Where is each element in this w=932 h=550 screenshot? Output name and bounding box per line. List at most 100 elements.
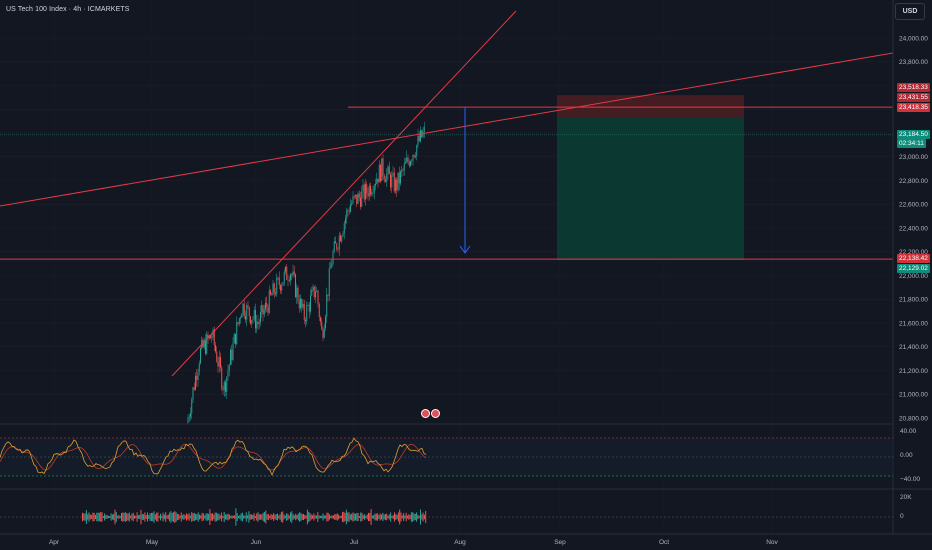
volume-bar <box>130 515 132 519</box>
volume-bar <box>182 515 184 519</box>
candle-body <box>408 161 410 166</box>
symbol-title[interactable]: US Tech 100 Index · 4h · ICMARKETS <box>6 6 130 13</box>
volume-bar <box>87 514 89 520</box>
volume-bar <box>141 514 143 520</box>
candle-body <box>255 310 256 329</box>
volume-bar <box>296 514 298 520</box>
volume-bar <box>312 515 314 519</box>
volume-bar <box>98 512 100 522</box>
volume-bar <box>196 514 198 520</box>
volume-bar <box>144 512 146 522</box>
volume-bar <box>313 513 315 521</box>
volume-bar <box>145 515 147 519</box>
wide-trendline[interactable] <box>0 52 894 207</box>
position-level-tag: 23,431.55 <box>897 93 930 102</box>
candle-body <box>243 303 245 317</box>
volume-bar <box>174 511 176 523</box>
volume-bar <box>97 512 99 522</box>
stop-loss-zone[interactable] <box>557 95 744 118</box>
volume-pane[interactable] <box>0 508 893 526</box>
volume-bar <box>102 515 104 519</box>
candle-body <box>252 318 254 321</box>
candle-body <box>223 382 225 390</box>
candle-body <box>280 285 281 291</box>
volume-bar <box>371 515 373 519</box>
volume-bar <box>384 514 386 520</box>
take-profit-zone[interactable] <box>557 117 744 261</box>
candle-body <box>195 375 196 390</box>
volume-bar <box>420 509 421 525</box>
countdown-tag: 02:34:11 <box>897 139 926 148</box>
price-tick-label: 24,000.00 <box>899 35 928 42</box>
time-label: Jul <box>350 539 359 546</box>
candle-body <box>247 305 249 308</box>
volume-bar <box>378 515 380 519</box>
oscillator-pane[interactable] <box>0 437 893 477</box>
time-axis[interactable]: Apr May Jun Jul Aug Sep Oct Nov <box>49 539 779 546</box>
candle-body <box>391 175 393 188</box>
volume-bar <box>381 514 382 520</box>
volume-bar <box>353 513 355 521</box>
volume-bar <box>257 512 259 522</box>
volume-bar <box>352 512 354 522</box>
candle-body <box>392 172 394 176</box>
volume-bar <box>399 509 401 525</box>
candle-body <box>217 361 219 367</box>
volume-bar <box>375 513 377 521</box>
volume-level-upper: 20K <box>900 494 912 501</box>
candle-body <box>403 163 405 171</box>
volume-bar <box>123 512 125 522</box>
candle-body <box>387 166 389 174</box>
volume-bar <box>249 514 251 520</box>
volume-bar <box>306 509 308 525</box>
candle-body <box>288 280 290 281</box>
volume-bar <box>124 512 126 522</box>
price-tick-label: 23,800.00 <box>899 59 928 66</box>
volume-bar <box>279 514 281 520</box>
volume-bar <box>338 514 340 520</box>
volume-bar <box>217 513 219 521</box>
volume-bar <box>418 515 420 519</box>
volume-bar <box>136 512 138 522</box>
candle-body <box>370 185 371 195</box>
volume-bar <box>248 511 250 523</box>
volume-bar <box>236 513 238 521</box>
volume-bar <box>137 515 139 519</box>
volume-bar <box>303 513 304 521</box>
volume-bar <box>357 512 359 522</box>
volume-bar <box>218 513 220 521</box>
arrow-down-icon[interactable] <box>459 107 471 254</box>
price-tick-label: 21,200.00 <box>899 368 928 375</box>
volume-bar <box>122 512 124 522</box>
volume-bar <box>260 514 262 520</box>
candle-body <box>331 263 333 268</box>
volume-bar <box>364 514 366 520</box>
volume-bar <box>365 515 367 519</box>
volume-bar <box>176 513 178 521</box>
event-markers[interactable] <box>421 409 440 418</box>
candle-body <box>368 185 370 197</box>
candle-body <box>322 329 324 338</box>
candle-body <box>277 277 279 279</box>
volume-bar <box>206 513 208 521</box>
volume-bar <box>197 512 199 522</box>
volume-bar <box>232 515 234 519</box>
volume-bar <box>348 512 350 522</box>
volume-bar <box>261 514 263 520</box>
event-marker-icon[interactable] <box>431 409 440 418</box>
volume-bar <box>205 513 207 521</box>
candle-body <box>241 314 243 318</box>
candle-body <box>297 287 299 302</box>
volume-bar <box>162 512 164 522</box>
volume-bar <box>169 512 171 522</box>
steep-trendline[interactable] <box>171 10 517 377</box>
currency-button[interactable]: USD <box>895 3 925 20</box>
candle-body <box>326 294 328 317</box>
candle-body <box>293 271 295 275</box>
volume-bar <box>403 513 405 521</box>
volume-bar <box>106 515 108 519</box>
volume-bar <box>149 513 151 521</box>
candle-body <box>275 293 276 295</box>
event-marker-icon[interactable] <box>421 409 430 418</box>
